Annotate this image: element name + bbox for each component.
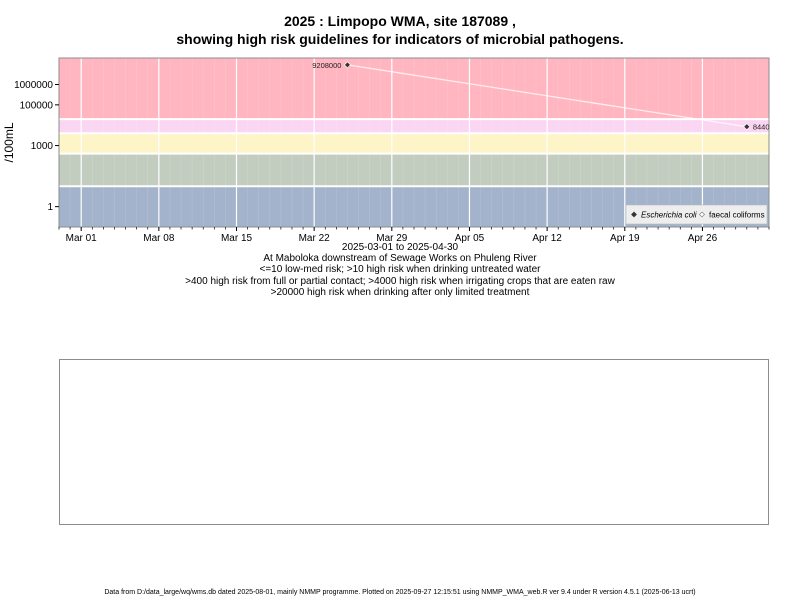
subtitle-guideline-contact: >400 high risk from full or partial cont… [185,276,615,287]
subtitle-guideline-drinking: <=10 low-med risk; >10 high risk when dr… [259,264,541,275]
legend-marker-0 [631,211,637,218]
x-tick-label-1: Mar 08 [143,233,175,244]
x-tick-label-7: Apr 19 [610,233,640,244]
y-tick-label-0: 1 [47,202,53,213]
subtitle-guideline-treatment: >20000 high risk when drinking after onl… [270,287,530,298]
x-tick-label-2: Mar 15 [221,233,253,244]
subtitle-site-description: At Maboloka downstream of Sewage Works o… [263,253,537,264]
risk-band-1 [59,153,769,187]
chart-title-line-2: showing high risk guidelines for indicat… [176,31,624,47]
x-tick-label-8: Apr 26 [688,233,718,244]
legend-label-0: Escherichia coli [641,211,697,220]
x-tick-label-0: Mar 01 [66,233,98,244]
x-tick-label-6: Apr 12 [532,233,562,244]
data-label-0-0: 9208000 [312,61,341,70]
y-tick-label-3: 1000000 [14,80,53,91]
legend-label-1: faecal coliforms [709,211,765,220]
legend-box [625,204,768,225]
x-tick-label-4: Mar 29 [376,233,408,244]
risk-band-4 [59,58,769,120]
chart-title-line-1: 2025 : Limpopo WMA, site 187089 , [284,13,516,29]
subtitle-date-range: 2025-03-01 to 2025-04-30 [341,242,459,253]
legend-marker-1 [699,211,705,218]
empty-plot-panel [59,359,769,525]
x-tick-label-5: Apr 05 [455,233,485,244]
data-label-0-1: 8440 [753,123,770,132]
risk-chart: 1 1000 100000 1000000/100mL Mar 01 Mar 08 Mar … [2,57,770,244]
data-point-0-0 [344,61,351,69]
series-line-0 [347,64,747,128]
data-point-0-1 [743,123,751,131]
y-axis-label: /100mL [2,122,16,162]
footer-note: Data from D:/data_large/wq/wms.db dated … [104,589,696,596]
y-tick-label-1: 1000 [31,141,54,152]
y-tick-label-2: 100000 [20,100,54,111]
x-tick-label-3: Mar 22 [299,233,331,244]
